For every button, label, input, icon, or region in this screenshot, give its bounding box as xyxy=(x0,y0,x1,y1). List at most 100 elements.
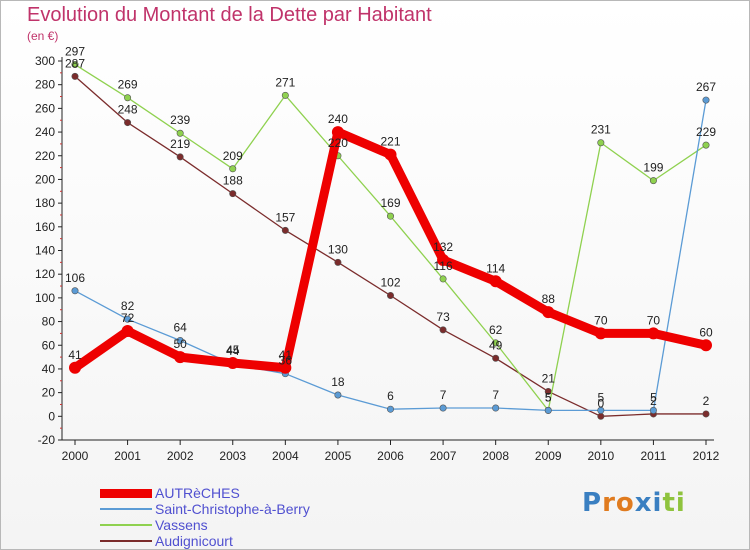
legend-item-2: Saint-Christophe-à-Berry xyxy=(100,501,360,517)
logo-letter: r xyxy=(602,488,616,518)
data-label: 248 xyxy=(118,103,138,117)
data-point xyxy=(492,354,500,362)
data-point xyxy=(176,337,184,345)
data-label: 6 xyxy=(387,389,394,403)
data-label: 45 xyxy=(226,343,240,357)
data-point xyxy=(647,327,660,340)
data-label: 199 xyxy=(643,161,663,175)
data-point xyxy=(176,153,184,161)
data-label: 114 xyxy=(486,261,505,275)
data-point xyxy=(597,412,605,420)
legend-swatch-2 xyxy=(100,508,152,510)
y-tick-label: 40 xyxy=(42,362,56,376)
logo-letter: i xyxy=(652,488,663,518)
data-point xyxy=(597,139,605,147)
data-label: 2 xyxy=(703,394,710,408)
y-tick-label: 0 xyxy=(48,409,55,423)
legend: AUTRèCHES Saint-Christophe-à-Berry Vasse… xyxy=(100,485,360,549)
proxiti-logo: Proxiti xyxy=(582,488,686,518)
data-point xyxy=(542,306,555,319)
data-label: 220 xyxy=(328,136,348,150)
data-point xyxy=(279,361,292,374)
data-label: 188 xyxy=(223,174,243,188)
legend-label-4: Audignicourt xyxy=(155,533,233,549)
data-point xyxy=(121,325,134,338)
y-tick-label: 200 xyxy=(35,172,55,186)
data-label: 157 xyxy=(275,210,295,224)
y-tick-label: 220 xyxy=(35,149,55,163)
data-label: 62 xyxy=(489,323,503,337)
y-unit-label: (en €) xyxy=(27,29,59,43)
x-tick-label: 2007 xyxy=(430,449,457,463)
data-label: 88 xyxy=(542,292,556,306)
y-tick-label: 300 xyxy=(35,54,55,68)
data-label: 44 xyxy=(226,344,240,358)
legend-label-3: Vassens xyxy=(155,517,208,533)
x-tick-label: 2001 xyxy=(114,449,141,463)
data-point xyxy=(544,406,552,414)
data-point xyxy=(71,287,79,295)
logo-letter: P xyxy=(582,488,603,518)
data-label: 209 xyxy=(223,149,243,163)
data-label: 64 xyxy=(173,321,187,335)
data-label: 287 xyxy=(65,56,85,70)
y-tick-label: 260 xyxy=(35,101,55,115)
data-label: 239 xyxy=(170,113,190,127)
x-tick-label: 2006 xyxy=(377,449,404,463)
series-line-1 xyxy=(70,127,711,373)
data-label: 271 xyxy=(275,75,295,89)
data-label: 2 xyxy=(650,394,657,408)
x-tick-label: 2010 xyxy=(587,449,614,463)
data-label: 41 xyxy=(279,348,293,362)
logo-letter: i xyxy=(675,488,686,518)
data-label: 60 xyxy=(699,325,713,339)
data-point xyxy=(331,126,344,139)
data-label: 72 xyxy=(121,311,135,325)
x-tick-label: 2003 xyxy=(219,449,246,463)
legend-swatch-3 xyxy=(100,524,152,526)
x-tick-label: 2005 xyxy=(325,449,352,463)
data-label: 116 xyxy=(434,259,453,273)
data-label: 41 xyxy=(68,348,82,362)
data-label: 7 xyxy=(492,388,499,402)
legend-swatch-4 xyxy=(100,540,152,542)
data-point xyxy=(384,148,397,161)
data-point xyxy=(439,326,447,334)
data-label: 240 xyxy=(328,112,348,126)
data-label: 106 xyxy=(65,271,85,285)
data-point xyxy=(649,406,657,414)
data-point xyxy=(124,315,132,323)
y-tick-label: 180 xyxy=(35,196,55,210)
series-line-4 xyxy=(74,75,707,417)
data-label: 5 xyxy=(545,390,552,404)
data-point xyxy=(124,94,132,102)
data-point xyxy=(334,258,342,266)
data-point xyxy=(597,406,605,414)
data-label: 36 xyxy=(279,354,293,368)
data-point xyxy=(281,91,289,99)
data-point xyxy=(334,391,342,399)
data-label: 82 xyxy=(121,299,135,313)
data-point xyxy=(649,177,657,185)
y-tick-label: 240 xyxy=(35,125,55,139)
y-tick-label: 140 xyxy=(35,244,55,258)
y-tick-label: 20 xyxy=(42,386,56,400)
x-tick-label: 2009 xyxy=(535,449,562,463)
data-label: 132 xyxy=(433,240,453,254)
x-tick-label: 2011 xyxy=(641,449,667,463)
y-tick-label: -20 xyxy=(38,433,56,447)
y-tick-label: 160 xyxy=(35,220,55,234)
x-tick-label: 2000 xyxy=(62,449,89,463)
logo-letter: o xyxy=(615,488,635,518)
data-label: 269 xyxy=(118,78,138,92)
data-point xyxy=(439,404,447,412)
data-point xyxy=(489,275,502,288)
data-point xyxy=(492,339,500,347)
logo-letter: t xyxy=(662,488,676,518)
x-tick-label: 2004 xyxy=(272,449,299,463)
data-point xyxy=(71,61,79,69)
data-label: 21 xyxy=(542,371,556,385)
data-point xyxy=(492,404,500,412)
